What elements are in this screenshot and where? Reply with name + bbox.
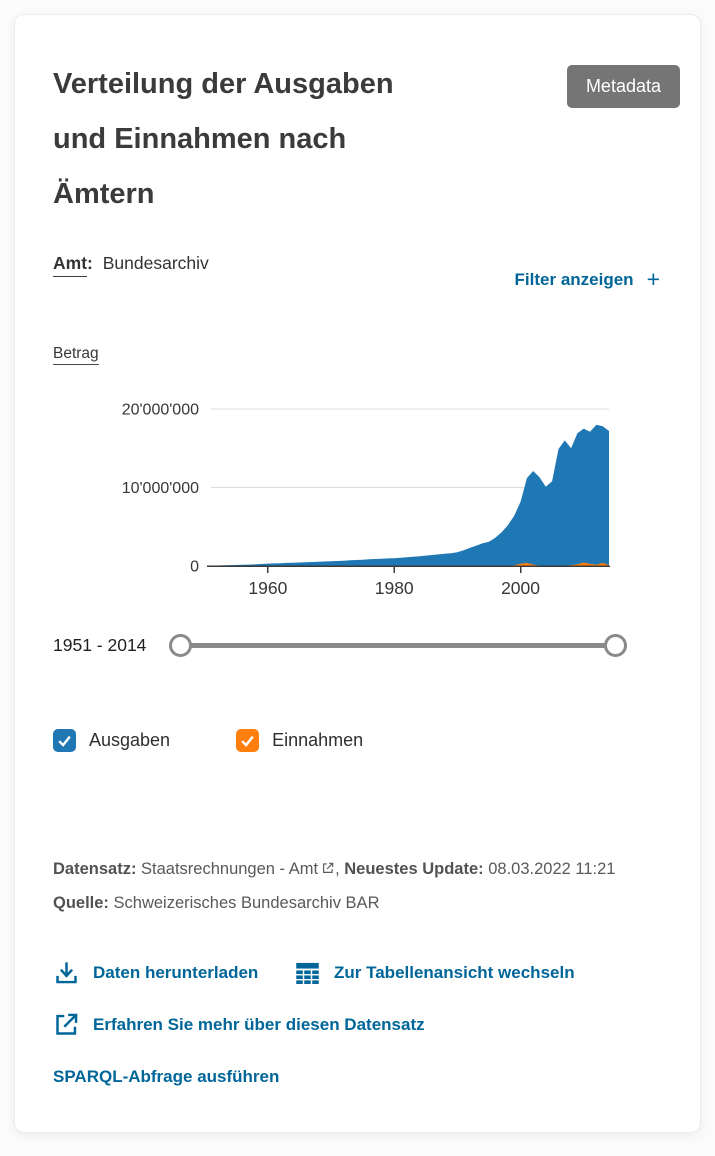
table-icon bbox=[296, 962, 319, 984]
dataset-label: Datensatz: bbox=[53, 860, 137, 878]
area-chart[interactable]: 0 10'000'000 20'000'000 1960 1980 2000 bbox=[15, 391, 702, 616]
source-value: Schweizerisches Bundesarchiv BAR bbox=[113, 894, 380, 912]
y-axis-tick-label: 20'000'000 bbox=[122, 402, 199, 419]
legend: Ausgaben Einnahmen bbox=[53, 729, 363, 752]
separator: , bbox=[335, 860, 340, 878]
checkmark-icon bbox=[241, 735, 254, 747]
learn-more-label: Erfahren Sie mehr über diesen Datensatz bbox=[93, 1014, 425, 1034]
filter-dimension-label[interactable]: Amt bbox=[53, 253, 88, 277]
time-range-label: 1951 - 2014 bbox=[53, 635, 147, 655]
x-axis-tick-label: 1980 bbox=[375, 578, 414, 598]
update-value: 08.03.2022 11:21 bbox=[488, 860, 616, 878]
sparql-query-link[interactable]: SPARQL-Abfrage ausführen bbox=[53, 1067, 279, 1087]
sparql-query-label: SPARQL-Abfrage ausführen bbox=[53, 1067, 280, 1086]
area-series-ausgaben[interactable] bbox=[211, 424, 609, 566]
source-line: Quelle: Schweizerisches Bundesarchiv BAR bbox=[53, 889, 647, 917]
show-filters-label: Filter anzeigen bbox=[514, 269, 634, 289]
y-axis-title: Betrag bbox=[53, 345, 99, 365]
update-label: Neuestes Update: bbox=[344, 860, 484, 878]
filter-colon: : bbox=[87, 253, 93, 273]
y-axis-tick-label: 0 bbox=[190, 559, 199, 576]
dataset-info-line: Datensatz: Staatsrechnungen - Amt, Neues… bbox=[53, 851, 647, 888]
filter-value: Bundesarchiv bbox=[102, 253, 209, 273]
legend-label: Ausgaben bbox=[89, 730, 171, 750]
checkmark-icon bbox=[58, 735, 71, 747]
x-axis-tick-label: 1960 bbox=[248, 578, 287, 598]
x-axis-tick-label: 2000 bbox=[501, 578, 540, 598]
table-view-label: Zur Tabellenansicht wechseln bbox=[334, 962, 575, 982]
download-data-label: Daten herunterladen bbox=[93, 962, 259, 982]
metadata-button[interactable]: Metadata bbox=[566, 65, 680, 108]
title-line: Verteilung der Ausgaben bbox=[53, 68, 394, 100]
legend-item-einnahmen[interactable]: Einnahmen bbox=[236, 729, 363, 752]
dataset-metadata: Datensatz: Staatsrechnungen - Amt, Neues… bbox=[53, 851, 647, 917]
chart-card: Verteilung der Ausgaben und Einnahmen na… bbox=[14, 14, 701, 1133]
download-data-link[interactable]: Daten herunterladen bbox=[53, 959, 258, 986]
learn-more-link[interactable]: Erfahren Sie mehr über diesen Datensatz bbox=[53, 1011, 425, 1038]
active-filter: Amt: Bundesarchiv bbox=[53, 253, 209, 277]
dataset-link[interactable]: Staatsrechnungen - Amt bbox=[141, 860, 319, 878]
time-range-slider: 1951 - 2014 bbox=[15, 623, 702, 669]
slider-handle-end[interactable] bbox=[604, 634, 627, 657]
chart-canvas[interactable]: 0 10'000'000 20'000'000 1960 1980 2000 bbox=[15, 391, 702, 616]
page-title: Verteilung der Ausgaben und Einnahmen na… bbox=[53, 57, 533, 222]
checkbox-einnahmen[interactable] bbox=[236, 729, 260, 752]
table-view-link[interactable]: Zur Tabellenansicht wechseln bbox=[294, 959, 575, 986]
checkbox-ausgaben[interactable] bbox=[53, 729, 76, 752]
external-link-icon bbox=[56, 1013, 78, 1035]
download-icon bbox=[56, 962, 77, 984]
title-line: Ämtern bbox=[53, 178, 155, 210]
show-filters-link[interactable]: Filter anzeigen + bbox=[515, 268, 660, 291]
slider-track[interactable] bbox=[181, 643, 615, 648]
title-line: und Einnahmen nach bbox=[53, 123, 347, 155]
external-link-icon bbox=[323, 862, 334, 873]
legend-label: Einnahmen bbox=[272, 730, 364, 750]
y-axis-tick-label: 10'000'000 bbox=[122, 480, 199, 497]
source-label: Quelle: bbox=[53, 894, 109, 912]
slider-handle-start[interactable] bbox=[169, 634, 192, 657]
plus-icon: + bbox=[646, 266, 660, 292]
legend-item-ausgaben[interactable]: Ausgaben bbox=[53, 729, 170, 752]
